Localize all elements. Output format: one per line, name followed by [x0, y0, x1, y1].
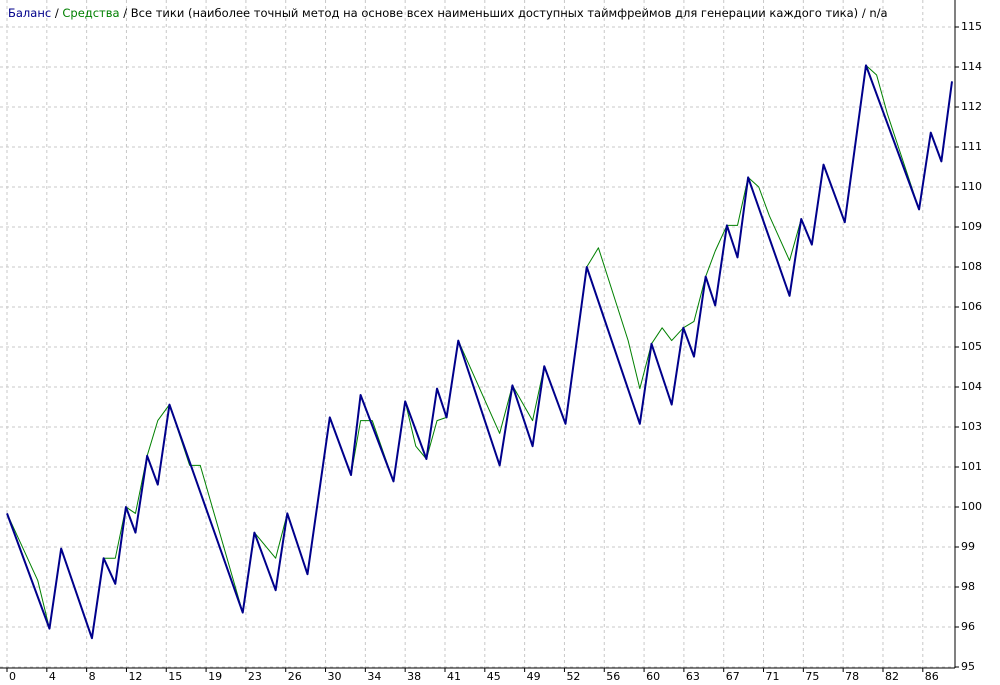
y-tick-label: 96 [961, 620, 975, 633]
x-tick-label: 60 [646, 670, 660, 683]
x-tick-label: 67 [726, 670, 740, 683]
y-tick-label: 110 [961, 180, 982, 193]
x-tick-label: 0 [9, 670, 16, 683]
series-line [6, 64, 953, 640]
y-tick-label: 114 [961, 60, 982, 73]
x-tick-label: 71 [766, 670, 780, 683]
y-tick-label: 112 [961, 100, 982, 113]
x-tick-label: 56 [606, 670, 620, 683]
legend-equity: Средства [62, 6, 120, 20]
y-tick-label: 101 [961, 460, 982, 473]
y-tick-label: 115 [961, 20, 982, 33]
note: n/a [869, 6, 888, 20]
y-tick-label: 105 [961, 340, 982, 353]
y-tick-label: 95 [961, 660, 975, 673]
x-tick-label: 75 [805, 670, 819, 683]
series-line [6, 64, 953, 639]
x-tick-label: 4 [49, 670, 56, 683]
x-tick-label: 30 [328, 670, 342, 683]
separator: / [861, 6, 866, 20]
x-tick-label: 19 [208, 670, 222, 683]
x-tick-label: 45 [487, 670, 501, 683]
x-tick-label: 8 [89, 670, 96, 683]
x-tick-label: 52 [566, 670, 580, 683]
y-tick-label: 99 [961, 540, 975, 553]
x-tick-label: 38 [407, 670, 421, 683]
y-tick-label: 98 [961, 580, 975, 593]
y-tick-label: 109 [961, 220, 982, 233]
y-tick-label: 100 [961, 500, 982, 513]
x-tick-label: 86 [925, 670, 939, 683]
separator: / [123, 6, 128, 20]
x-tick-label: 41 [447, 670, 461, 683]
separator: / [54, 6, 59, 20]
chart-title: Баланс / Средства / Все тики (наиболее т… [8, 6, 888, 20]
x-tick-label: 49 [527, 670, 541, 683]
x-tick-label: 82 [885, 670, 899, 683]
y-tick-label: 111 [961, 140, 982, 153]
y-tick-label: 106 [961, 300, 982, 313]
legend-balance: Баланс [8, 6, 52, 20]
x-tick-label: 12 [128, 670, 142, 683]
x-tick-label: 34 [367, 670, 381, 683]
y-tick-label: 103 [961, 420, 982, 433]
x-tick-label: 63 [686, 670, 700, 683]
x-tick-label: 23 [248, 670, 262, 683]
y-tick-label: 104 [961, 380, 982, 393]
y-tick-label: 108 [961, 260, 982, 273]
x-tick-label: 78 [845, 670, 859, 683]
x-tick-label: 26 [288, 670, 302, 683]
subtitle: Все тики (наиболее точный метод на основ… [130, 6, 859, 20]
x-tick-label: 15 [168, 670, 182, 683]
